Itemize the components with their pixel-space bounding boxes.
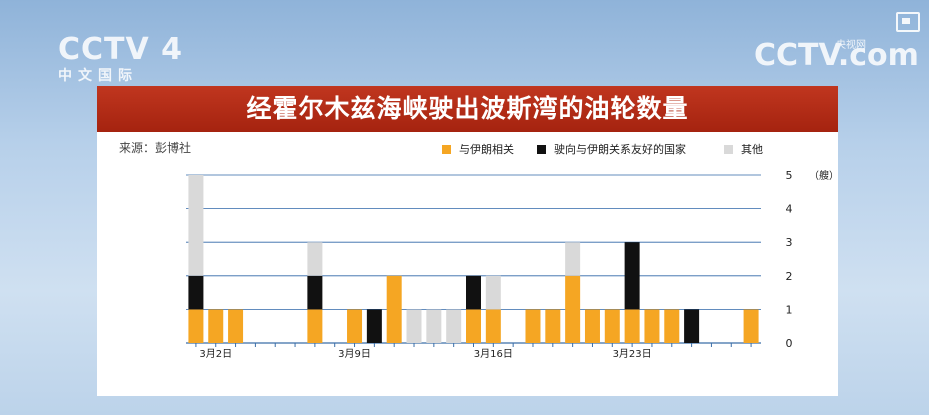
- bar-iran: [644, 309, 660, 343]
- x-tick-label: 3月2日: [199, 348, 232, 360]
- y-axis-unit: （艘）: [809, 169, 838, 182]
- bar-iran: [565, 275, 581, 343]
- bar-iran: [664, 309, 680, 343]
- bar-other: [406, 309, 422, 343]
- bar-other: [188, 175, 204, 276]
- y-tick-label: 3: [786, 236, 793, 249]
- x-tick-label: 3月23日: [613, 348, 652, 360]
- legend-label-iran: 与伊朗相关: [459, 143, 514, 156]
- bar-friendly: [366, 309, 382, 343]
- legend-item-iran: 与伊朗相关: [442, 141, 514, 157]
- bar-iran: [386, 275, 402, 343]
- bar-other: [307, 242, 323, 276]
- legend-label-other: 其他: [741, 143, 763, 156]
- y-tick-label: 1: [786, 303, 793, 316]
- bar-other: [565, 242, 581, 276]
- y-tick-label: 0: [786, 337, 793, 350]
- legend-swatch-iran: [442, 144, 451, 154]
- y-tick-label: 4: [786, 203, 793, 216]
- bar-iran: [624, 309, 640, 343]
- bar-other: [485, 275, 501, 310]
- bar-iran: [584, 309, 600, 343]
- screen-cast-icon[interactable]: [896, 12, 920, 32]
- chart-source: 来源：彭博社: [119, 141, 192, 155]
- bar-iran: [307, 309, 323, 343]
- legend-swatch-other: [724, 144, 733, 154]
- legend-item-friendly: 驶向与伊朗关系友好的国家: [537, 141, 686, 157]
- bar-friendly: [684, 309, 700, 343]
- bar-friendly: [624, 242, 640, 310]
- bar-iran: [208, 309, 224, 343]
- bar-iran: [604, 309, 620, 343]
- bar-iran: [347, 309, 363, 343]
- cctv4-logo: CCTV 4 中文国际: [58, 32, 184, 84]
- legend-item-other: 其他: [724, 141, 763, 157]
- bar-friendly: [466, 275, 481, 310]
- y-tick-label: 5: [786, 169, 793, 182]
- chart-title: 经霍尔木兹海峡驶出波斯湾的油轮数量: [97, 86, 838, 132]
- legend-swatch-friendly: [537, 144, 546, 154]
- x-tick-label: 3月9日: [338, 348, 371, 360]
- bar-friendly: [188, 275, 204, 310]
- chart-panel: 经霍尔木兹海峡驶出波斯湾的油轮数量 来源：彭博社 与伊朗相关 驶向与伊朗关系友好…: [97, 86, 838, 396]
- bar-iran: [545, 309, 561, 343]
- bar-chart: 0 1 2 3 4 5 （艘） 3月2日 3月9日 3月16日 3月23日: [186, 169, 838, 360]
- x-tick-label: 3月16日: [474, 348, 513, 360]
- bar-other: [446, 309, 462, 343]
- bar-iran: [228, 309, 244, 343]
- bar-friendly: [307, 275, 323, 310]
- bar-iran: [525, 309, 541, 343]
- bar-iran: [743, 309, 759, 343]
- y-tick-label: 2: [786, 270, 793, 283]
- bar-iran: [485, 309, 501, 343]
- bar-iran: [188, 309, 204, 343]
- cctv-com-logo: CCTV.com 央视网: [754, 38, 919, 73]
- bar-iran: [466, 309, 481, 343]
- legend-label-friendly: 驶向与伊朗关系友好的国家: [554, 143, 686, 156]
- bar-other: [426, 309, 442, 343]
